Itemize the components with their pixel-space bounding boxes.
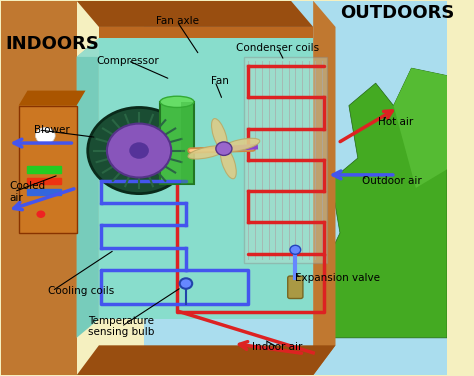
Text: Hot air: Hot air xyxy=(378,117,413,127)
Text: Expansion valve: Expansion valve xyxy=(295,273,380,283)
Circle shape xyxy=(180,278,192,289)
Text: Cooled
air: Cooled air xyxy=(9,181,46,203)
Text: Outdoor air: Outdoor air xyxy=(362,176,422,185)
Text: Compressor: Compressor xyxy=(97,56,159,66)
Bar xyxy=(27,189,61,196)
Polygon shape xyxy=(77,1,313,27)
FancyBboxPatch shape xyxy=(288,276,303,299)
Bar xyxy=(160,102,194,184)
Circle shape xyxy=(36,211,46,218)
Polygon shape xyxy=(313,1,336,375)
Text: Condenser coils: Condenser coils xyxy=(236,42,319,53)
Polygon shape xyxy=(99,38,313,319)
Text: INDOORS: INDOORS xyxy=(5,35,99,53)
Polygon shape xyxy=(393,68,447,188)
Text: OUTDOORS: OUTDOORS xyxy=(340,4,455,22)
Ellipse shape xyxy=(211,118,228,151)
Circle shape xyxy=(107,124,171,177)
Ellipse shape xyxy=(221,138,260,152)
Circle shape xyxy=(129,142,149,159)
Polygon shape xyxy=(77,38,313,57)
Text: Fan: Fan xyxy=(210,76,228,86)
Circle shape xyxy=(216,142,232,155)
Text: Fan axle: Fan axle xyxy=(155,16,199,26)
Bar xyxy=(244,57,327,263)
Polygon shape xyxy=(18,106,77,233)
Polygon shape xyxy=(0,1,77,375)
Circle shape xyxy=(290,245,301,254)
Bar xyxy=(27,166,61,173)
Polygon shape xyxy=(144,1,447,375)
Ellipse shape xyxy=(188,146,227,159)
Circle shape xyxy=(88,108,191,194)
Circle shape xyxy=(36,127,55,144)
Text: Blower: Blower xyxy=(34,125,70,135)
Text: Cooling coils: Cooling coils xyxy=(47,286,114,296)
Bar xyxy=(182,102,193,184)
Polygon shape xyxy=(77,345,336,375)
Ellipse shape xyxy=(220,146,236,179)
Polygon shape xyxy=(77,38,99,338)
Polygon shape xyxy=(18,91,85,106)
Polygon shape xyxy=(322,68,447,338)
Ellipse shape xyxy=(160,96,194,108)
Text: Temperature
sensing bulb: Temperature sensing bulb xyxy=(88,316,155,337)
Bar xyxy=(27,177,61,184)
Text: Indoor air: Indoor air xyxy=(252,342,303,352)
Polygon shape xyxy=(99,27,313,45)
